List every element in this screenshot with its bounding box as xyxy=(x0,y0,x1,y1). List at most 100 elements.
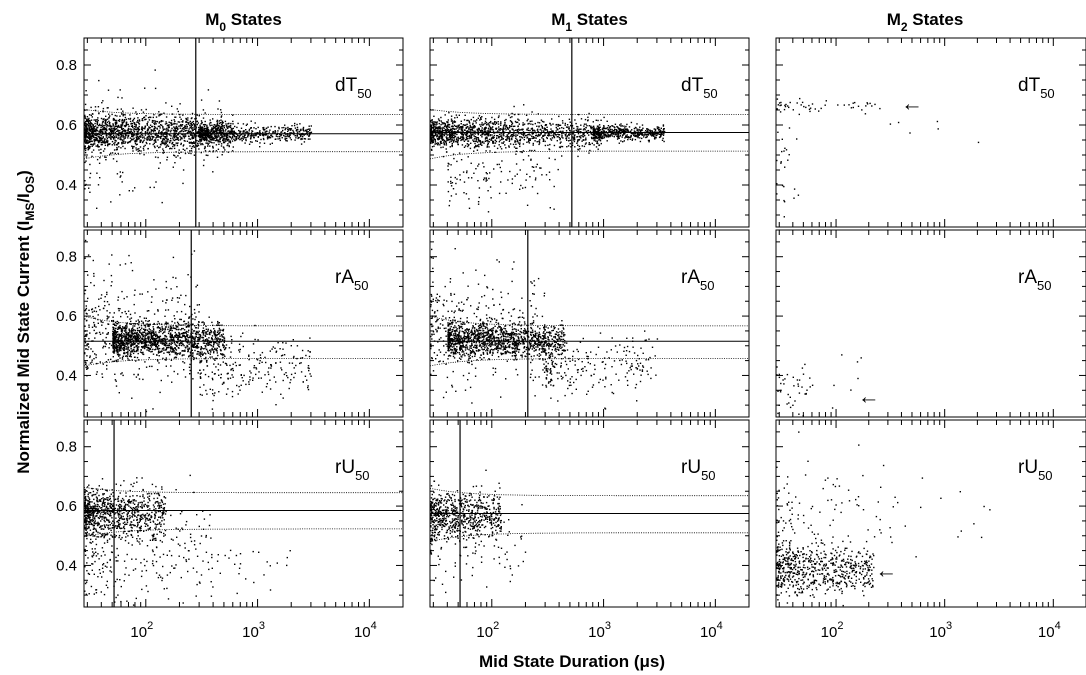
data-point xyxy=(180,124,183,126)
data-point xyxy=(165,335,167,337)
data-point xyxy=(598,144,601,146)
data-point xyxy=(162,152,164,154)
data-point xyxy=(630,135,632,137)
data-point xyxy=(94,130,96,132)
data-point xyxy=(144,132,147,134)
data-point xyxy=(645,136,648,138)
data-point xyxy=(501,135,503,137)
data-point xyxy=(84,145,86,147)
data-point xyxy=(432,121,434,123)
data-point xyxy=(646,130,649,132)
data-point xyxy=(140,135,142,137)
data-point xyxy=(825,100,827,102)
data-point xyxy=(119,194,121,196)
data-point xyxy=(625,128,627,130)
data-point xyxy=(185,135,187,137)
data-point xyxy=(879,107,881,110)
data-point xyxy=(638,128,640,131)
data-point xyxy=(447,124,449,126)
data-point xyxy=(591,133,593,136)
data-point xyxy=(181,344,183,347)
data-point xyxy=(173,126,175,128)
data-point xyxy=(432,134,434,136)
data-point xyxy=(132,135,135,137)
data-point xyxy=(170,119,173,122)
data-point xyxy=(586,125,588,127)
data-point xyxy=(480,130,482,132)
data-point xyxy=(146,130,149,132)
data-point xyxy=(247,135,249,137)
data-point xyxy=(651,135,653,137)
data-point xyxy=(624,137,626,139)
data-point xyxy=(108,125,110,127)
data-point xyxy=(441,132,444,134)
data-point xyxy=(593,139,595,142)
data-point xyxy=(113,142,115,145)
data-point xyxy=(110,129,113,131)
data-point xyxy=(198,333,200,336)
data-point xyxy=(296,128,299,131)
data-point xyxy=(154,139,156,141)
data-point xyxy=(195,316,197,318)
data-point xyxy=(484,120,487,122)
data-point xyxy=(513,146,516,148)
data-point xyxy=(234,132,237,134)
data-point xyxy=(121,123,124,125)
data-point xyxy=(158,362,160,364)
data-point xyxy=(519,145,521,148)
data-point xyxy=(443,122,445,124)
data-point xyxy=(156,149,158,152)
data-point xyxy=(105,141,107,144)
data-point xyxy=(223,137,225,139)
data-point xyxy=(88,187,90,189)
data-point xyxy=(89,176,91,179)
data-point xyxy=(118,120,121,122)
data-point xyxy=(231,135,234,138)
data-point xyxy=(467,135,469,137)
data-point xyxy=(134,141,136,143)
data-point xyxy=(508,132,510,134)
data-point xyxy=(137,130,139,132)
data-point xyxy=(622,128,624,130)
data-point xyxy=(140,332,142,334)
data-point xyxy=(108,133,110,136)
data-point xyxy=(456,133,458,136)
data-point xyxy=(188,138,190,140)
data-point xyxy=(106,129,108,131)
data-point xyxy=(438,119,440,122)
data-point xyxy=(113,127,116,129)
data-point xyxy=(437,128,439,130)
data-point xyxy=(568,126,570,128)
data-point xyxy=(549,207,551,209)
data-point xyxy=(800,104,802,106)
data-point xyxy=(483,166,485,168)
data-point xyxy=(627,138,629,141)
data-point xyxy=(104,156,106,158)
data-point xyxy=(487,190,489,192)
data-point xyxy=(122,115,124,117)
data-point xyxy=(101,139,103,141)
y-tick-label: 0.4 xyxy=(56,367,77,384)
data-point xyxy=(439,127,441,129)
data-point xyxy=(650,132,652,135)
data-point xyxy=(510,120,513,123)
data-point xyxy=(160,137,162,140)
data-point xyxy=(97,117,99,119)
data-point xyxy=(465,127,467,129)
data-point xyxy=(533,129,535,131)
data-point xyxy=(655,135,657,137)
data-point xyxy=(116,125,118,127)
data-point xyxy=(477,144,479,147)
data-point xyxy=(598,139,600,141)
data-point xyxy=(222,135,224,137)
data-point xyxy=(466,138,469,140)
data-point xyxy=(793,188,796,190)
data-point xyxy=(222,151,224,153)
panel-frame xyxy=(83,229,404,418)
data-point xyxy=(447,162,449,165)
data-point xyxy=(250,133,253,136)
data-point xyxy=(262,137,265,140)
data-point xyxy=(84,122,86,124)
data-point xyxy=(439,133,441,135)
data-point xyxy=(635,133,637,135)
